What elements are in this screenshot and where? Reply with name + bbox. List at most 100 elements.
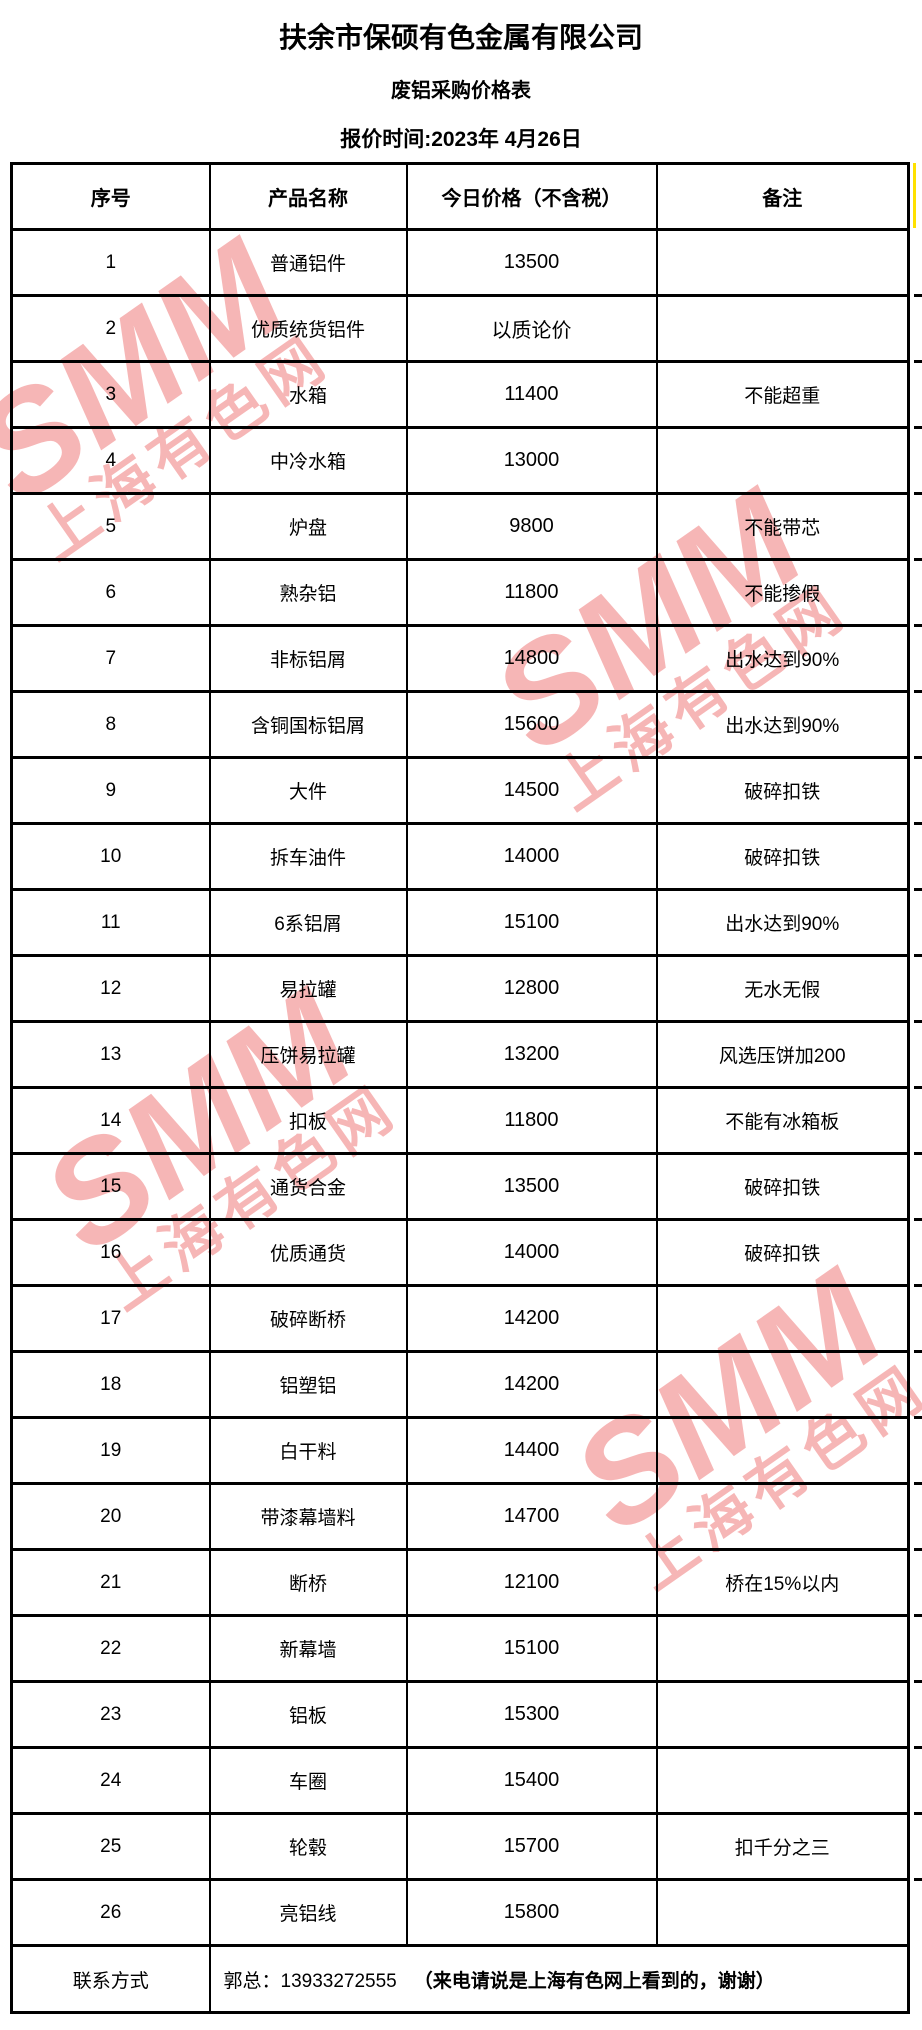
table-row: 17 破碎断桥 14200 xyxy=(10,1284,910,1353)
edge-stub xyxy=(914,756,922,759)
cell-serial: 6 xyxy=(10,558,211,627)
quote-date: 报价时间:2023年 4月26日 xyxy=(340,128,582,151)
table-row: 18 铝塑铝 14200 xyxy=(10,1350,910,1419)
edge-stub xyxy=(914,1218,922,1221)
edge-stub xyxy=(914,294,922,297)
cell-name: 大件 xyxy=(208,756,408,825)
cell-price: 12100 xyxy=(405,1548,658,1617)
cell-price: 14000 xyxy=(405,1218,658,1287)
edge-stub xyxy=(914,1878,922,1881)
edge-stub xyxy=(914,492,922,495)
cell-name: 白干料 xyxy=(208,1416,408,1485)
table-row: 14 扣板 11800 不能有冰箱板 xyxy=(10,1086,910,1155)
table-row: 11 6系铝屑 15100 出水达到90% xyxy=(10,888,910,957)
cell-price: 11800 xyxy=(405,558,658,627)
cell-price: 13000 xyxy=(405,426,658,495)
edge-stub xyxy=(914,690,922,693)
cell-name: 水箱 xyxy=(208,360,408,429)
cell-serial: 8 xyxy=(10,690,211,759)
cell-note: 不能有冰箱板 xyxy=(655,1086,910,1155)
cell-note xyxy=(655,228,910,297)
cell-name: 亮铝线 xyxy=(208,1878,408,1947)
cell-name: 断桥 xyxy=(208,1548,408,1617)
table-row: 16 优质通货 14000 破碎扣铁 xyxy=(10,1218,910,1287)
cell-note: 桥在15%以内 xyxy=(655,1548,910,1617)
cell-price: 13500 xyxy=(405,228,658,297)
cell-price: 12800 xyxy=(405,954,658,1023)
cell-serial: 12 xyxy=(10,954,211,1023)
cell-serial: 9 xyxy=(10,756,211,825)
cell-serial: 18 xyxy=(10,1350,211,1419)
edge-stub xyxy=(914,360,922,363)
cell-note xyxy=(655,1350,910,1419)
cell-serial: 25 xyxy=(10,1812,211,1881)
table-row: 8 含铜国标铝屑 15600 出水达到90% xyxy=(10,690,910,759)
cell-note: 破碎扣铁 xyxy=(655,756,910,825)
cell-price: 9800 xyxy=(405,492,658,561)
edge-stub xyxy=(914,1284,922,1287)
cell-name: 轮毂 xyxy=(208,1812,408,1881)
edge-stub xyxy=(914,1812,922,1815)
cell-name: 6系铝屑 xyxy=(208,888,408,957)
table-row: 25 轮毂 15700 扣千分之三 xyxy=(10,1812,910,1881)
cell-serial: 17 xyxy=(10,1284,211,1353)
cell-note xyxy=(655,1614,910,1683)
table-row: 12 易拉罐 12800 无水无假 xyxy=(10,954,910,1023)
table-row: 10 拆车油件 14000 破碎扣铁 xyxy=(10,822,910,891)
table-row: 9 大件 14500 破碎扣铁 xyxy=(10,756,910,825)
edge-stub xyxy=(914,888,922,891)
cell-note xyxy=(655,1680,910,1749)
edge-stub xyxy=(914,558,922,561)
table-row: 7 非标铝屑 14800 出水达到90% xyxy=(10,624,910,693)
edge-stub xyxy=(914,1548,922,1551)
cell-note: 破碎扣铁 xyxy=(655,1218,910,1287)
cell-name: 车圈 xyxy=(208,1746,408,1815)
cell-name: 熟杂铝 xyxy=(208,558,408,627)
contact-value: 郭总：13933272555 （来电请说是上海有色网上看到的，谢谢） xyxy=(208,1944,910,2014)
cell-name: 铝板 xyxy=(208,1680,408,1749)
cell-note: 风选压饼加200 xyxy=(655,1020,910,1089)
cell-note: 出水达到90% xyxy=(655,690,910,759)
doc-subtitle: 废铝采购价格表 xyxy=(391,80,531,102)
cell-serial: 16 xyxy=(10,1218,211,1287)
cell-name: 新幕墙 xyxy=(208,1614,408,1683)
table-row: 15 通货合金 13500 破碎扣铁 xyxy=(10,1152,910,1221)
cell-note: 不能带芯 xyxy=(655,492,910,561)
cell-note: 出水达到90% xyxy=(655,624,910,693)
cell-name: 优质通货 xyxy=(208,1218,408,1287)
price-table: 序号 产品名称 今日价格（不含税） 备注 1 普通铝件 13500 2 优质统货铝件 以质… xyxy=(10,162,910,2014)
cell-serial: 5 xyxy=(10,492,211,561)
edge-stub xyxy=(914,1482,922,1485)
cell-name: 拆车油件 xyxy=(208,822,408,891)
cell-price: 14000 xyxy=(405,822,658,891)
cell-note xyxy=(655,426,910,495)
edge-stub xyxy=(914,1416,922,1419)
cell-note xyxy=(655,1284,910,1353)
cell-price: 14200 xyxy=(405,1350,658,1419)
table-row: 26 亮铝线 15800 xyxy=(10,1878,910,1947)
cell-name: 铝塑铝 xyxy=(208,1350,408,1419)
cell-serial: 20 xyxy=(10,1482,211,1551)
edge-stub xyxy=(914,954,922,957)
cell-note xyxy=(655,1482,910,1551)
cell-serial: 26 xyxy=(10,1878,211,1947)
cell-name: 非标铝屑 xyxy=(208,624,408,693)
cell-serial: 7 xyxy=(10,624,211,693)
header-note: 备注 xyxy=(655,162,910,231)
cell-price: 15600 xyxy=(405,690,658,759)
edge-stub xyxy=(914,1020,922,1023)
table-row: 22 新幕墙 15100 xyxy=(10,1614,910,1683)
table-row: 19 白干料 14400 xyxy=(10,1416,910,1485)
table-row: 6 熟杂铝 11800 不能掺假 xyxy=(10,558,910,627)
cell-price: 11400 xyxy=(405,360,658,429)
edge-stub xyxy=(914,1152,922,1155)
table-row: 3 水箱 11400 不能超重 xyxy=(10,360,910,429)
cell-price: 14200 xyxy=(405,1284,658,1353)
cell-price: 15400 xyxy=(405,1746,658,1815)
cell-serial: 4 xyxy=(10,426,211,495)
cell-price: 以质论价 xyxy=(405,294,658,363)
header-product: 产品名称 xyxy=(208,162,408,231)
cell-note xyxy=(655,1746,910,1815)
cell-serial: 23 xyxy=(10,1680,211,1749)
cell-price: 15100 xyxy=(405,1614,658,1683)
